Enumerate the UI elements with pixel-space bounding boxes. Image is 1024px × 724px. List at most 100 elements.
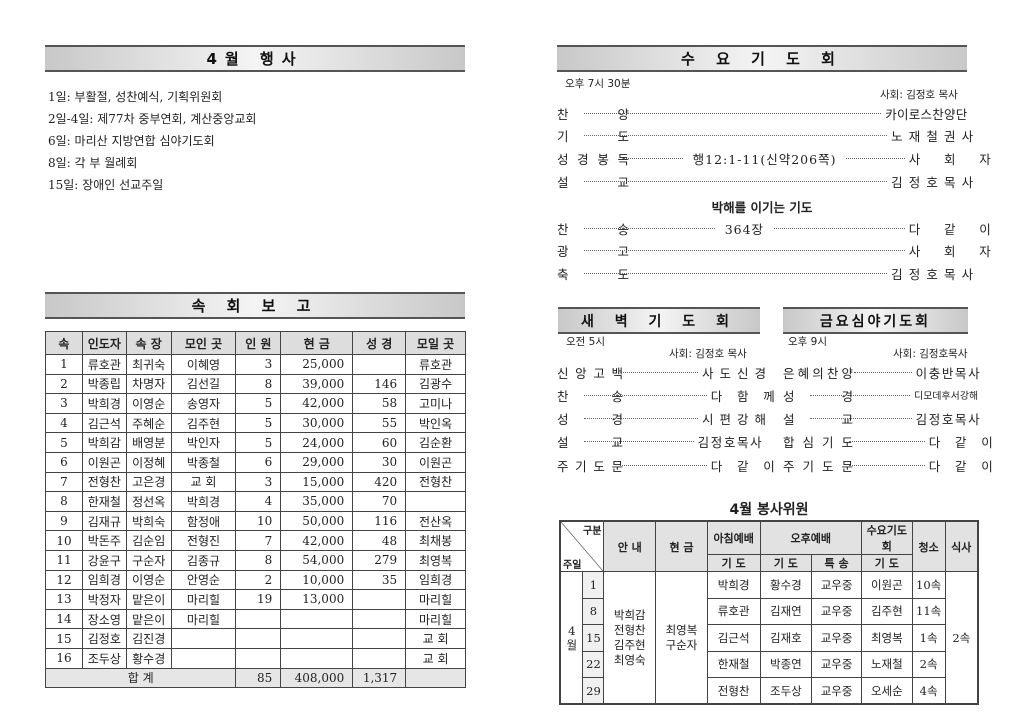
volunteer-aft: 황수경	[759, 571, 813, 599]
volunteer-morning: 김근석	[706, 624, 761, 652]
event-item: 15일: 장애인 선교주일	[48, 178, 164, 192]
report-cell: 교 회	[405, 647, 466, 669]
week-category-corner: 구분 주일	[559, 520, 605, 572]
program-item-label: 합심기도	[783, 435, 861, 451]
report-cell	[352, 628, 407, 649]
program-item-person: 디모데후서강해	[914, 391, 979, 403]
report-header: 모일 곳	[405, 331, 466, 355]
table-row: 15 김정호 김진경 교 회	[45, 628, 466, 649]
volunteer-special: 교우중	[811, 571, 862, 599]
report-cell: 배영분	[125, 432, 172, 453]
volunteers-table: 구분 주일 안 내 현 금 아침예배 오후예배 수요기도회 청소 식사 기 도 …	[559, 520, 979, 705]
program-item-person: 다같이	[908, 221, 1015, 237]
report-cell: 6	[45, 451, 83, 473]
program-item-person: 사회자	[908, 244, 1015, 260]
report-cell: 5	[235, 393, 282, 414]
report-cell: 류호관	[81, 354, 127, 375]
dotted-leader	[584, 180, 888, 182]
report-cell: 4	[45, 412, 83, 434]
table-row: 8 한재철 정선옥 박희경 4 35,000 70	[45, 491, 466, 512]
offering-header: 현 금	[655, 520, 708, 572]
total-offering: 408,000	[280, 667, 354, 689]
program-item-person: 카이로스찬양단	[885, 106, 968, 122]
report-cell: 48	[352, 530, 407, 551]
report-cell: 송영자	[170, 393, 237, 414]
report-cell: 정선옥	[125, 491, 172, 512]
report-cell: 10,000	[280, 569, 354, 591]
report-cell: 김근석	[81, 412, 127, 434]
report-cell: 279	[352, 549, 407, 571]
table-row: 2 박종립 차명자 김선길 8 39,000 146 김광수	[45, 373, 466, 395]
report-cell: 박인옥	[405, 412, 466, 434]
dotted-leader	[810, 418, 912, 420]
program-item: 성경 디모데후서강해	[783, 385, 978, 405]
program-item: 설교 김정호목사	[783, 409, 980, 429]
report-cell: 고미나	[405, 393, 466, 414]
report-cell	[352, 589, 407, 610]
volunteer-wed: 오세순	[860, 677, 913, 705]
report-cell: 박종립	[81, 373, 127, 395]
program-item: 주기도문 다같이	[783, 455, 993, 475]
program-item-person: 김정호목사	[697, 435, 764, 451]
special-song-header: 특 송	[811, 554, 862, 572]
program-item-label: 성경	[783, 388, 900, 404]
volunteer-aft: 조두상	[759, 677, 813, 705]
program-item-label: 은혜의찬양	[783, 365, 857, 381]
guides-cell: 박희감 전형찬 김주현 최영숙	[603, 571, 657, 705]
report-cell: 류호관	[405, 354, 466, 375]
report-cell: 박희감	[81, 432, 127, 453]
report-cell	[170, 647, 237, 669]
program-item: 설교 김정호목사	[557, 432, 764, 452]
program-item-label: 신앙고백	[557, 365, 630, 381]
report-cell	[352, 354, 407, 375]
volunteer-clean: 1속	[911, 624, 946, 652]
volunteer-special: 교우중	[811, 677, 862, 705]
program-item-detail: 364장	[724, 221, 765, 237]
program-item: 주기도문 다같이	[557, 455, 775, 475]
program-item-person: 이충반목사	[915, 365, 982, 381]
program-item-label: 설교	[557, 174, 678, 190]
report-cell: 5	[235, 412, 282, 434]
table-row: 1 류호관 최귀숙 이혜영 3 25,000 류호관	[45, 354, 466, 375]
table-row: 13 박정자 맡은이 마리힐 19 13,000 마리힐	[45, 589, 466, 610]
report-cell	[170, 628, 237, 649]
dotted-leader	[584, 418, 698, 420]
table-row: 10 박돈주 김순임 전형진 7 42,000 48 최채봉	[45, 530, 466, 551]
program-item-label: 설교	[783, 412, 900, 428]
program-item: 찬송 다함께	[557, 385, 775, 405]
report-cell	[235, 647, 282, 669]
program-item-label: 찬송	[557, 388, 666, 404]
report-cell: 14	[45, 608, 83, 630]
volunteer-clean: 2속	[911, 650, 946, 678]
afternoon-prayer-header: 기 도	[759, 554, 813, 572]
report-cell: 최영복	[405, 549, 466, 571]
report-cell: 3	[235, 354, 282, 375]
wednesday-prayer-header: 기 도	[860, 554, 913, 572]
report-cell: 35,000	[280, 491, 354, 512]
table-row: 7 전형찬 고은경 교 회 3 15,000 420 전형찬	[45, 471, 466, 493]
report-cell: 42,000	[280, 393, 354, 414]
afternoon-header: 오후예배	[759, 520, 862, 555]
dotted-leader	[584, 227, 715, 229]
event-item: 2일-4일: 제77차 중부연회, 계산중앙교회	[48, 112, 257, 126]
report-cell: 박희경	[81, 393, 127, 414]
total-row: 합 계 85 408,000 1,317	[44, 667, 466, 689]
report-cell: 60	[352, 432, 407, 453]
program-item: 찬양 카이로스찬양단	[557, 103, 967, 123]
program-item-label: 찬송	[557, 221, 678, 237]
report-cell: 전형찬	[81, 471, 127, 493]
dotted-leader	[810, 394, 911, 396]
dotted-leader	[853, 371, 912, 373]
report-cell: 24,000	[280, 432, 354, 453]
report-cell: 이원곤	[405, 451, 466, 473]
volunteer-morning: 한재철	[706, 650, 761, 678]
report-cell: 13,000	[280, 589, 354, 610]
report-cell: 김선길	[170, 373, 237, 395]
report-cell: 박인자	[170, 432, 237, 453]
volunteer-wed: 김주현	[860, 597, 913, 625]
program-item: 기도 노재철권사	[557, 126, 973, 146]
dawn-host: 사회: 김정호 목사	[669, 348, 747, 360]
report-cell: 최귀숙	[125, 354, 172, 375]
report-cell: 15	[45, 628, 83, 649]
